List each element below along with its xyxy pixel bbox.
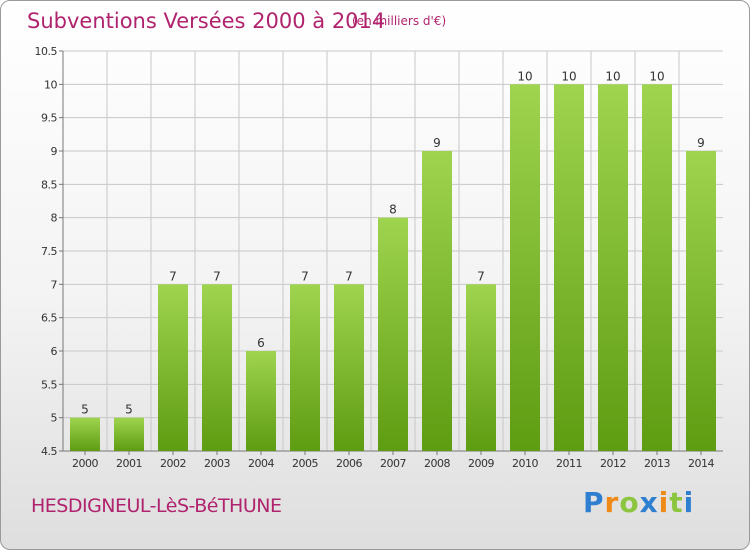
data-label: 8 [389, 203, 397, 217]
x-tick-label: 2003 [204, 457, 230, 470]
y-tick-label: 5 [51, 412, 58, 425]
x-tick-label: 2009 [468, 457, 494, 470]
logo-letter: x [639, 486, 659, 519]
data-label: 5 [125, 403, 133, 417]
data-label: 5 [81, 403, 89, 417]
y-tick-label: 10 [44, 78, 57, 91]
data-label: 6 [257, 336, 265, 350]
data-label: 7 [301, 269, 309, 283]
x-tick-label: 2001 [116, 457, 142, 470]
data-label: 7 [169, 269, 177, 283]
x-tick-label: 2002 [160, 457, 186, 470]
bar [510, 84, 540, 451]
bar [422, 151, 452, 451]
y-tick-label: 6 [51, 345, 58, 358]
data-label: 7 [345, 269, 353, 283]
x-tick-label: 2006 [336, 457, 362, 470]
bar [334, 284, 364, 451]
x-tick-label: 2014 [688, 457, 714, 470]
x-tick-label: 2008 [424, 457, 450, 470]
bar [114, 417, 144, 451]
y-tick-label: 4.5 [41, 445, 57, 458]
logo-letter: P [583, 486, 605, 519]
y-tick-label: 7.5 [41, 245, 57, 258]
bar [598, 84, 628, 451]
logo-letter: t [669, 486, 684, 519]
logo-letter: i [683, 486, 695, 519]
x-tick-label: 2007 [380, 457, 406, 470]
data-label: 10 [649, 69, 664, 83]
x-tick-label: 2000 [72, 457, 98, 470]
data-label: 10 [517, 69, 532, 83]
logo-letter: o [619, 486, 640, 519]
x-tick-label: 2005 [292, 457, 318, 470]
bar [466, 284, 496, 451]
labels: 2000 5 2001 5 2002 7 2003 7 2004 6 2005 7 2006 7 2007 8… [72, 69, 715, 470]
bars [70, 84, 716, 451]
y-tick-label: 7 [51, 278, 58, 291]
y-tick-label: 8.5 [41, 178, 57, 191]
logo-letter: r [604, 486, 620, 519]
x-tick-label: 2004 [248, 457, 274, 470]
x-tick-label: 2012 [600, 457, 626, 470]
data-label: 10 [605, 69, 620, 83]
y-tick-label: 8 [51, 212, 58, 225]
bar [642, 84, 672, 451]
x-tick-label: 2011 [556, 457, 582, 470]
proxiti-logo[interactable]: Proxiti [583, 486, 694, 519]
y-tick-label: 10.5 [35, 45, 58, 58]
bar [378, 217, 408, 451]
bar [202, 284, 232, 451]
y-tick-label: 5.5 [41, 378, 57, 391]
data-label: 10 [561, 69, 576, 83]
commune-name: HESDIGNEUL-LèS-BéTHUNE [31, 495, 282, 517]
chart-title: Subventions Versées 2000 à 2014 [27, 9, 386, 33]
data-label: 9 [697, 136, 705, 150]
bar [290, 284, 320, 451]
bar [686, 151, 716, 451]
y-tick-label: 9 [51, 145, 58, 158]
bar [158, 284, 188, 451]
bar [554, 84, 584, 451]
y-tick-label: 9.5 [41, 112, 57, 125]
logo-letter: i [658, 486, 670, 519]
chart-subtitle: (en milliers d'€) [352, 14, 447, 28]
data-label: 9 [433, 136, 441, 150]
data-label: 7 [477, 269, 485, 283]
x-tick-label: 2013 [644, 457, 670, 470]
data-label: 7 [213, 269, 221, 283]
x-tick-label: 2010 [512, 457, 538, 470]
bar [70, 417, 100, 451]
y-tick-label: 6.5 [41, 312, 57, 325]
bar [246, 351, 276, 451]
